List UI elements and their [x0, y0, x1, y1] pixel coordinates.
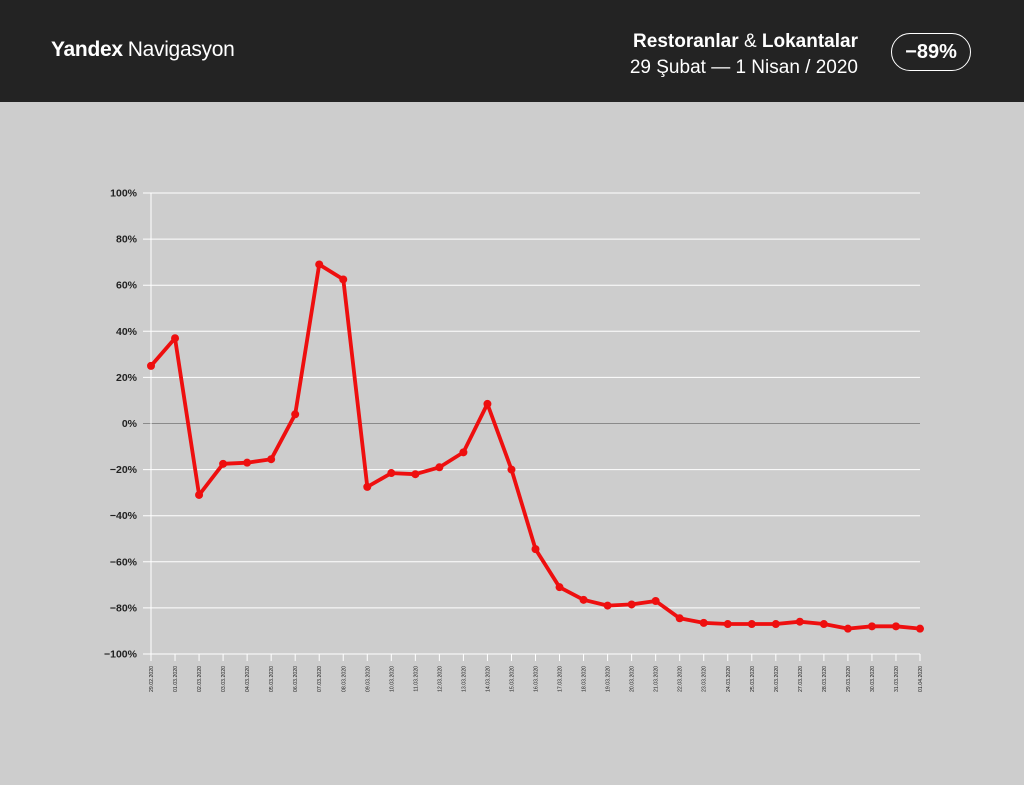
x-tick-label: 03.03.2020 [221, 666, 227, 692]
x-tick-label: 16.03.2020 [534, 666, 540, 692]
x-tick-label: 11.03.2020 [413, 666, 419, 692]
x-tick-label: 09.03.2020 [365, 666, 371, 692]
data-point [243, 458, 252, 467]
series-line [149, 262, 922, 631]
data-point [147, 361, 155, 370]
header-bar: Yandex Navigasyon Restoranlar & Lokantala… [0, 0, 1024, 102]
data-point [891, 622, 900, 631]
y-tick-label: −40% [110, 510, 138, 522]
data-point [291, 410, 300, 419]
data-point [435, 463, 444, 472]
y-tick-label: 60% [116, 280, 138, 292]
chart-heading: Restoranlar & Lokantalar 29 Şubat — 1 Ni… [630, 29, 858, 80]
x-tick-label: 06.03.2020 [293, 666, 299, 692]
data-point [411, 470, 420, 479]
x-tick-label: 27.03.2020 [798, 666, 804, 692]
data-point [627, 600, 636, 609]
data-point [195, 490, 204, 499]
x-tick-label: 19.03.2020 [606, 666, 612, 692]
x-tick-label: 22.03.2020 [678, 666, 684, 692]
data-point [795, 617, 804, 626]
brand-name: Yandex [51, 38, 123, 61]
x-tick-label: 21.03.2020 [654, 666, 660, 692]
data-point [531, 545, 540, 554]
x-tick-label: 02.03.2020 [197, 666, 203, 692]
data-point [387, 469, 396, 478]
data-point [219, 459, 228, 468]
data-point [339, 275, 348, 284]
change-badge: −89% [891, 33, 971, 71]
title-part-1: Restoranlar [633, 31, 739, 52]
title-part-2: Lokantalar [761, 31, 858, 52]
y-tick-label: −100% [104, 649, 138, 661]
data-point [651, 596, 660, 605]
x-tick-label: 07.03.2020 [317, 666, 323, 692]
data-point [747, 620, 756, 629]
data-point [459, 448, 468, 457]
x-tick-label: 05.03.2020 [269, 666, 275, 692]
data-point [555, 583, 564, 592]
x-tick-label: 01.03.2020 [173, 666, 179, 692]
title-ampersand: & [743, 31, 757, 52]
data-point [171, 334, 180, 343]
x-tick-label: 08.03.2020 [341, 666, 347, 692]
date-range: 29 Şubat — 1 Nisan / 2020 [629, 57, 858, 78]
y-tick-label: 100% [110, 188, 138, 200]
data-point [315, 260, 324, 269]
x-tick-label: 12.03.2020 [437, 666, 443, 692]
x-tick-label: 25.03.2020 [750, 666, 756, 692]
data-point [675, 614, 684, 623]
data-point [483, 399, 492, 408]
x-tick-label: 18.03.2020 [582, 666, 588, 692]
x-tick-label: 15.03.2020 [509, 666, 515, 692]
x-tick-label: 04.03.2020 [245, 666, 251, 692]
data-point [267, 455, 276, 464]
data-point [603, 601, 612, 610]
y-tick-label: −20% [110, 464, 138, 476]
y-tick-label: −60% [110, 556, 138, 568]
y-tick-label: 80% [116, 234, 138, 246]
x-tick-label: 26.03.2020 [774, 666, 780, 692]
data-point [916, 624, 924, 633]
x-tick-label: 23.03.2020 [702, 666, 708, 692]
page-title: Restoranlar & Lokantalar [630, 29, 858, 54]
data-point [723, 620, 732, 629]
x-tick-label: 20.03.2020 [630, 666, 636, 692]
x-tick-label: 29.03.2020 [846, 666, 852, 692]
data-point [771, 620, 780, 629]
x-tick-label: 13.03.2020 [461, 666, 467, 692]
x-tick-label: 14.03.2020 [485, 666, 491, 692]
data-point [843, 624, 852, 633]
x-tick-label: 10.03.2020 [389, 666, 395, 692]
data-point [579, 595, 588, 604]
x-tick-label: 29.02.2020 [149, 666, 155, 692]
x-tick-label: 31.03.2020 [894, 666, 900, 692]
data-point [699, 618, 708, 627]
data-point [867, 622, 876, 631]
y-tick-label: 20% [116, 372, 138, 384]
x-tick-label: 24.03.2020 [726, 666, 732, 692]
data-point [507, 465, 516, 474]
data-point [363, 482, 372, 491]
x-tick-label: 30.03.2020 [870, 666, 876, 692]
brand-product: Navigasyon [127, 38, 235, 61]
data-point [819, 620, 828, 629]
x-tick-label: 17.03.2020 [558, 666, 564, 692]
y-tick-label: −80% [110, 602, 138, 614]
brand-logo: Yandex Navigasyon [51, 38, 235, 62]
y-tick-label: 0% [122, 418, 138, 430]
x-tick-label: 28.03.2020 [822, 666, 828, 692]
y-tick-label: 40% [116, 326, 138, 338]
x-tick-label: 01.04.2020 [918, 666, 924, 692]
